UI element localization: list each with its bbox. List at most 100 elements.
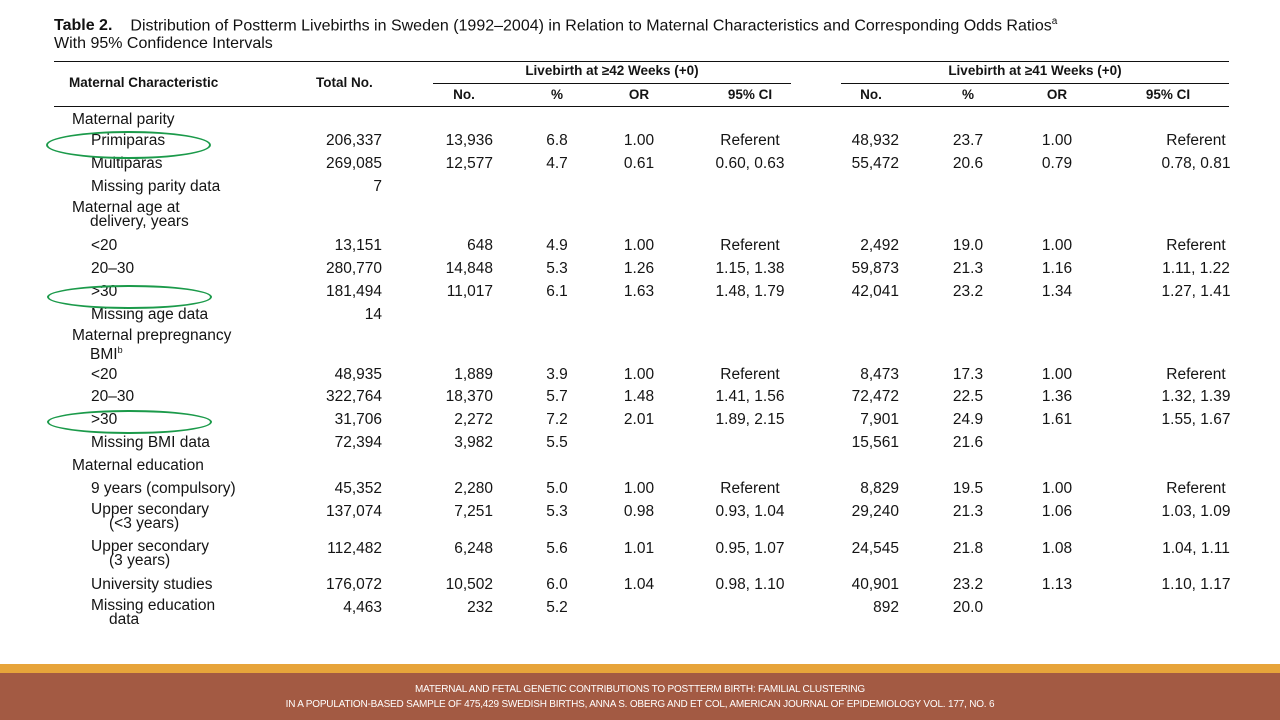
row-label-line2: (<3 years) — [91, 516, 209, 532]
row-label: Maternal age at delivery, years — [72, 199, 189, 230]
cell-col-7: 1.08 — [1041, 540, 1073, 557]
row-label: <20 — [91, 237, 118, 254]
cell-col-2: 5.2 — [546, 599, 568, 616]
cell-col-1: 18,370 — [445, 388, 493, 405]
cell-col-1: 2,280 — [454, 480, 493, 497]
cell-col-5: 40,901 — [851, 576, 899, 593]
header-group-41-weeks: Livebirth at ≥41 Weeks (+0) — [948, 63, 1122, 78]
cell-col-2: 6.1 — [546, 283, 568, 300]
cell-col-5: 72,472 — [851, 388, 899, 405]
table-title-line2: With 95% Confidence Intervals — [54, 35, 273, 53]
cell-col-6: 21.6 — [952, 434, 984, 451]
table-label: Table 2. — [54, 17, 113, 35]
cell-col-4: Referent — [720, 237, 780, 254]
cell-col-1: 11,017 — [446, 283, 493, 300]
cell-col-1: 648 — [467, 237, 493, 254]
cell-col-7: 1.34 — [1041, 283, 1073, 300]
cell-col-6: 20.6 — [952, 155, 984, 172]
row-label: Maternal parity — [72, 111, 175, 128]
cell-col-1: 14,848 — [445, 260, 493, 277]
subheader-1: % — [550, 87, 563, 102]
cell-col-6: 23.2 — [952, 283, 984, 300]
cell-col-8: Referent — [1166, 132, 1226, 149]
cell-col-0: 48,935 — [334, 366, 382, 383]
row-label-line2-text: (3 years) — [109, 552, 171, 569]
cell-col-6: 21.3 — [952, 260, 984, 277]
header-total-no: Total No. — [316, 75, 373, 90]
cell-col-2: 7.2 — [546, 411, 568, 428]
cell-col-8: 1.27, 1.41 — [1161, 283, 1231, 300]
cell-col-3: 0.98 — [623, 503, 655, 520]
row-label-line2: delivery, years — [72, 213, 189, 230]
cell-col-4: 1.89, 2.15 — [715, 411, 785, 428]
cell-col-0: 4,463 — [343, 599, 382, 616]
cell-col-5: 15,561 — [851, 434, 899, 451]
cell-col-0: 176,072 — [325, 576, 382, 593]
cell-col-0: 137,074 — [325, 503, 382, 520]
header-group-42-weeks: Livebirth at ≥42 Weeks (+0) — [525, 63, 699, 78]
cell-col-2: 5.6 — [546, 540, 568, 557]
cell-col-8: Referent — [1166, 237, 1226, 254]
cell-col-5: 8,829 — [860, 480, 899, 497]
cell-col-7: 1.00 — [1041, 366, 1073, 383]
row-label: 9 years (compulsory) — [91, 480, 236, 497]
header-bottom-rule — [54, 106, 1229, 108]
cell-col-8: Referent — [1166, 366, 1226, 383]
cell-col-2: 3.9 — [546, 366, 568, 383]
cell-col-5: 55,472 — [851, 155, 899, 172]
cell-col-2: 4.9 — [546, 237, 568, 254]
cell-col-1: 7,251 — [454, 503, 493, 520]
footer-line-1: MATERNAL AND FETAL GENETIC CONTRIBUTIONS… — [414, 684, 865, 695]
cell-col-1: 6,248 — [454, 540, 493, 557]
cell-col-7: 1.61 — [1041, 411, 1073, 428]
cell-col-0: 322,764 — [325, 388, 382, 405]
cell-col-8: 1.10, 1.17 — [1161, 576, 1231, 593]
cell-col-3: 1.26 — [623, 260, 655, 277]
table-title-text: Distribution of Postterm Livebirths in S… — [130, 17, 1052, 35]
cell-col-4: 1.15, 1.38 — [715, 260, 785, 277]
cell-col-2: 5.3 — [546, 260, 568, 277]
cell-col-5: 2,492 — [860, 237, 899, 254]
row-label: University studies — [91, 576, 213, 593]
cell-col-4: 0.98, 1.10 — [715, 576, 785, 593]
row-label: Missing education data — [91, 598, 215, 628]
cell-col-7: 1.06 — [1041, 503, 1073, 520]
cell-col-1: 13,936 — [445, 132, 493, 149]
cell-col-8: 1.55, 1.67 — [1161, 411, 1231, 428]
cell-col-2: 4.7 — [546, 155, 568, 172]
row-label: Multiparas — [91, 155, 163, 172]
row-footnote-mark: b — [117, 345, 123, 355]
cell-col-6: 19.5 — [952, 480, 984, 497]
footer-bar — [0, 673, 1280, 720]
cell-col-3: 2.01 — [623, 411, 655, 428]
cell-col-3: 1.00 — [623, 480, 655, 497]
cell-col-8: 1.11, 1.22 — [1162, 260, 1230, 277]
cell-col-1: 2,272 — [454, 411, 493, 428]
row-label: Missing parity data — [91, 178, 221, 195]
cell-col-7: 0.79 — [1041, 155, 1073, 172]
cell-col-2: 5.3 — [546, 503, 568, 520]
highlight-ellipse-bmi-over-30 — [47, 410, 212, 434]
cell-col-0: 31,706 — [334, 411, 382, 428]
row-label: Maternal prepregnancy BMIb — [72, 328, 231, 364]
cell-col-6: 21.3 — [952, 503, 984, 520]
subheader-7: 95% CI — [1145, 87, 1191, 102]
row-label: 20–30 — [91, 388, 135, 405]
row-label-line2-text: delivery, years — [90, 213, 189, 230]
cell-col-8: 1.32, 1.39 — [1161, 388, 1231, 405]
subheader-5: % — [961, 87, 974, 102]
row-label-line1: Maternal age at — [72, 199, 180, 216]
cell-col-5: 59,873 — [851, 260, 899, 277]
cell-col-8: 1.04, 1.11 — [1162, 540, 1230, 557]
row-label-line2-text: BMI — [90, 346, 118, 364]
cell-col-3: 1.04 — [623, 576, 655, 593]
cell-col-0: 45,352 — [334, 480, 382, 497]
cell-col-7: 1.00 — [1041, 480, 1073, 497]
cell-col-4: 0.95, 1.07 — [715, 540, 785, 557]
cell-col-6: 24.9 — [952, 411, 984, 428]
subheader-4: No. — [860, 87, 882, 102]
footer-citation: MATERNAL AND FETAL GENETIC CONTRIBUTIONS… — [0, 682, 1280, 712]
cell-col-3: 1.00 — [623, 366, 655, 383]
cell-col-2: 6.8 — [546, 132, 568, 149]
